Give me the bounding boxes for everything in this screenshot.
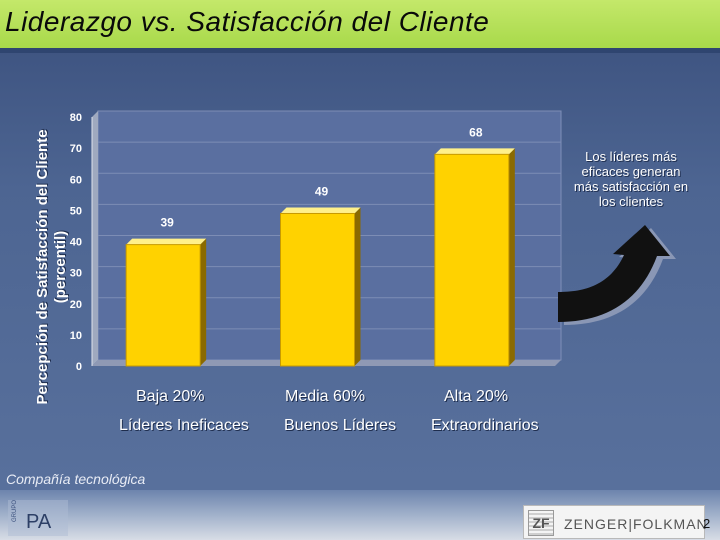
bar-value-label: 49 — [315, 184, 329, 198]
page-title: Liderazgo vs. Satisfacción del Cliente — [5, 6, 490, 37]
y-tick-label: 50 — [70, 205, 82, 217]
category-label-2: Media 60% — [285, 388, 366, 405]
company-label: Compañía tecnológica — [6, 471, 146, 487]
svg-text:PA: PA — [26, 511, 52, 533]
zenger-folkman-logo: ZF ZENGER|FOLKMAN — [523, 505, 708, 539]
bar-side — [354, 207, 361, 366]
zf-wordmark: ZENGER|FOLKMAN — [564, 516, 708, 532]
y-tick-label: 30 — [70, 268, 82, 280]
y-tick-label: 40 — [70, 237, 82, 249]
plot-side-wall — [92, 111, 98, 366]
bar — [125, 244, 201, 367]
category-label-3: Alta 20% — [444, 388, 509, 405]
y-tick-label: 70 — [70, 143, 82, 155]
category-label-3-sub: Extraordinarios — [431, 417, 539, 434]
bar-side — [508, 148, 515, 366]
bar-value-label: 39 — [160, 216, 174, 230]
y-tick-label: 0 — [76, 361, 82, 373]
bar-value-label: 68 — [469, 125, 483, 139]
bar-top — [434, 148, 515, 155]
svg-text:GRUPO: GRUPO — [12, 500, 18, 522]
curved-arrow-icon — [558, 225, 676, 325]
bar — [280, 212, 355, 367]
title-bar: Liderazgo vs. Satisfacción del Cliente — [0, 0, 720, 48]
side-note: Los líderes más eficaces generan más sat… — [573, 149, 689, 209]
bar-chart: 0 10 20 30 40 50 60 70 80 39 49 68 — [70, 110, 562, 373]
bar-top — [280, 207, 361, 214]
category-label-1: Baja 20% — [136, 388, 205, 405]
y-tick-label: 60 — [70, 174, 82, 186]
title-divider — [0, 48, 720, 53]
y-tick-label: 80 — [70, 112, 82, 124]
bar-side — [200, 238, 207, 366]
category-label-2-sub: Buenos Líderes — [284, 417, 397, 434]
page-number: 2 — [703, 516, 711, 531]
bar-top — [126, 238, 207, 245]
grupo-pa-logo: GRUPO PA — [8, 500, 68, 536]
category-label-1-sub: Líderes Ineficaces — [119, 417, 249, 434]
y-tick-label: 20 — [70, 299, 82, 311]
bar — [434, 153, 510, 367]
zf-mark: ZF — [528, 510, 554, 536]
y-tick-label: 10 — [70, 330, 82, 342]
